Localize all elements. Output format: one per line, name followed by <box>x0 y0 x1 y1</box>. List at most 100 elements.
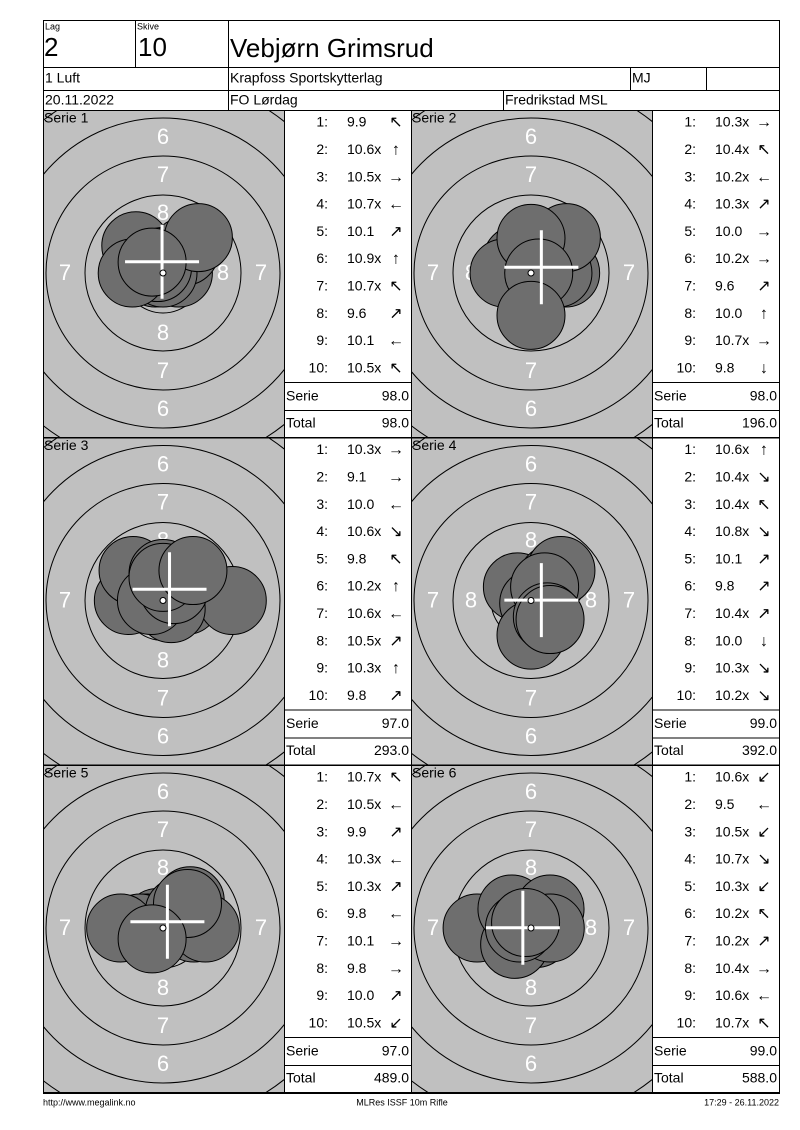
shot-value: 10.1 <box>347 223 374 239</box>
shot-number: 4: <box>316 851 328 867</box>
total-label: Total <box>286 1070 316 1086</box>
shot-value: 10.4x <box>715 605 749 621</box>
shot-arrow: ↙ <box>389 1015 402 1032</box>
shot-value: 9.8 <box>715 359 735 375</box>
shot-number: 5: <box>316 878 328 894</box>
shot-value: 10.5x <box>347 632 381 648</box>
shot-value: 10.3x <box>715 196 749 212</box>
series-title: Serie 4 <box>412 437 457 453</box>
series-title: Serie 1 <box>44 110 89 126</box>
series-block: 666677778888Serie 61:10.6x↙2:9.5←3:10.5x… <box>411 765 780 1093</box>
shot-value: 10.6x <box>347 141 381 157</box>
shot-number: 7: <box>684 278 696 294</box>
shot-value: 10.5x <box>347 1014 381 1030</box>
shot-arrow: → <box>756 223 772 240</box>
center-dot <box>159 924 167 932</box>
shot-number: 2: <box>316 469 328 485</box>
shot-value: 10.4x <box>715 141 749 157</box>
shot-number: 2: <box>316 796 328 812</box>
ring-label: 7 <box>157 358 169 383</box>
shot-value: 10.4x <box>715 960 749 976</box>
shot-number: 9: <box>684 987 696 1003</box>
shot-value: 9.8 <box>347 960 367 976</box>
shot-number: 10: <box>677 1014 696 1030</box>
series-grid: 6 6 6 6 7 7 7 7 8 8 8 8 Serie 1 1: 9.9 ↖ 2: 10.6x ↑ 3: 10.5x… <box>43 110 780 1093</box>
shot-value: 9.8 <box>715 578 735 594</box>
serie-label: Serie <box>286 388 319 404</box>
shot-arrow: ↗ <box>389 824 402 841</box>
center-dot <box>527 269 535 277</box>
shot-value: 9.6 <box>347 305 367 321</box>
shot-value: 10.1 <box>347 332 374 348</box>
shot-arrow: ↑ <box>392 578 400 595</box>
shot-number: 10: <box>309 687 328 703</box>
shot-arrow: ↗ <box>389 878 402 895</box>
shot-number: 3: <box>316 823 328 839</box>
ring-label: 8 <box>585 915 597 940</box>
code: MJ <box>632 70 651 86</box>
footer: http://www.megalink.no MLRes ISSF 10m Ri… <box>43 1097 779 1107</box>
shot-arrow: ↑ <box>392 660 400 677</box>
shot-value: 10.2x <box>347 578 381 594</box>
shot-arrow: ↘ <box>389 524 402 541</box>
shot-value: 9.8 <box>347 905 367 921</box>
shot-number: 4: <box>684 523 696 539</box>
shot-hole <box>491 888 561 958</box>
shot-hole <box>117 904 187 974</box>
serie-score: 98.0 <box>750 388 777 404</box>
shot-number: 1: <box>684 114 696 130</box>
ring <box>452 522 610 679</box>
shot-arrow: ↖ <box>389 769 402 786</box>
shot-arrow: ↑ <box>760 305 768 322</box>
shot-value: 10.2x <box>715 168 749 184</box>
shot-arrow: → <box>756 960 772 977</box>
shot-value: 10.5x <box>347 359 381 375</box>
shot-arrow: → <box>388 169 404 186</box>
ring <box>412 117 652 429</box>
shot-value: 10.3x <box>715 878 749 894</box>
ring-label: 8 <box>157 855 169 880</box>
shot-value: 10.3x <box>347 878 381 894</box>
shot-number: 6: <box>684 578 696 594</box>
total-score: 98.0 <box>382 415 409 431</box>
shot-value: 10.5x <box>347 796 381 812</box>
shot-value: 10.2x <box>715 905 749 921</box>
shot-number: 3: <box>684 496 696 512</box>
total-label: Total <box>654 415 684 431</box>
shot-arrow: ↖ <box>757 496 770 513</box>
shot-number: 6: <box>316 905 328 921</box>
serie-label: Serie <box>654 388 687 404</box>
footer-timestamp: 17:29 - 26.11.2022 <box>704 1097 779 1107</box>
ring <box>413 483 649 718</box>
ring <box>84 849 242 1007</box>
shot-number: 2: <box>316 141 328 157</box>
ring-label: 7 <box>525 1013 537 1038</box>
shot-value: 9.1 <box>347 469 367 485</box>
shot-value: 10.3x <box>347 851 381 867</box>
total-label: Total <box>286 742 316 758</box>
shot-arrow: ↖ <box>757 1015 770 1032</box>
shot-number: 7: <box>684 605 696 621</box>
ring-label: 7 <box>157 489 169 514</box>
shot-number: 2: <box>684 469 696 485</box>
shot-value: 10.3x <box>347 660 381 676</box>
shot-number: 1: <box>316 769 328 785</box>
shot-value: 10.0 <box>347 987 374 1003</box>
ring-label: 6 <box>157 723 169 748</box>
ring-label: 7 <box>157 1013 169 1038</box>
ring <box>452 194 610 352</box>
shot-value: 10.5x <box>347 168 381 184</box>
ring-label: 6 <box>157 124 169 149</box>
shot-arrow: ↗ <box>389 223 402 240</box>
ring-label: 8 <box>585 587 597 612</box>
shot-number: 8: <box>684 305 696 321</box>
shot-arrow: ↗ <box>757 551 770 568</box>
shot-value: 10.9x <box>347 250 381 266</box>
ring-label: 6 <box>525 396 537 421</box>
ring-label: 8 <box>525 527 537 552</box>
total-score: 293.0 <box>374 742 409 758</box>
serie-score: 98.0 <box>382 388 409 404</box>
shot-number: 4: <box>684 851 696 867</box>
shot-number: 5: <box>684 223 696 239</box>
